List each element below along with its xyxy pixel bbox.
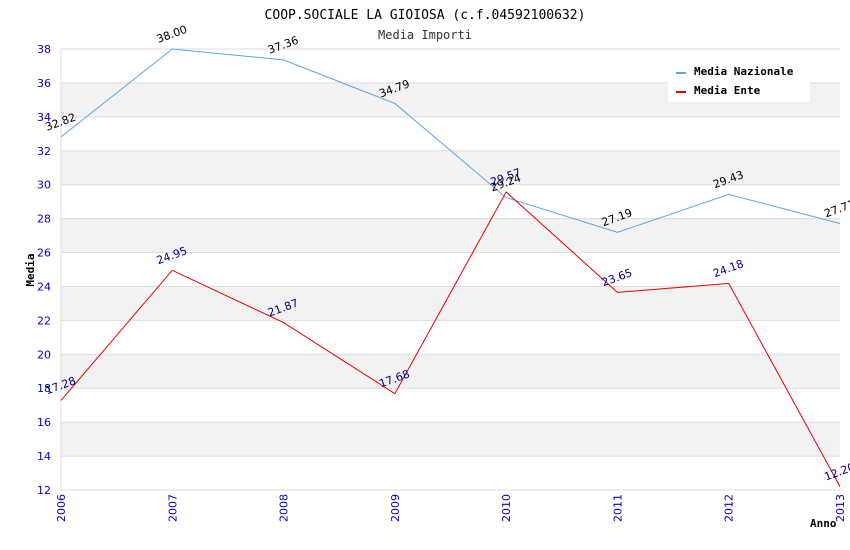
x-axis-label: Anno [810, 517, 837, 530]
grid-band [61, 422, 840, 457]
x-tick-label: 2007 [166, 494, 179, 522]
y-tick-label: 12 [37, 484, 51, 497]
series-line-media-nazionale [60, 48, 841, 233]
y-tick-label: 36 [37, 77, 51, 90]
y-axis-label: Media [24, 253, 37, 286]
grid-band [61, 320, 840, 355]
grid-band [61, 116, 840, 151]
x-tick-label: 2009 [389, 494, 402, 522]
chart-subtitle: Media Importi [378, 28, 472, 42]
y-tick-label: 16 [37, 416, 51, 429]
grid-band [61, 456, 840, 490]
y-tick-label: 34 [37, 111, 51, 124]
legend: Media Nazionale Media Ente [668, 60, 810, 102]
y-tick-label: 28 [37, 213, 51, 226]
y-tick-label: 22 [37, 314, 51, 327]
y-tick-label: 24 [37, 280, 51, 293]
x-tick-label: 2008 [278, 494, 291, 522]
y-tick-label: 14 [37, 450, 51, 463]
y-tick-label: 32 [37, 145, 51, 158]
y-tick-label: 30 [37, 179, 51, 192]
y-tick-label: 20 [37, 348, 51, 361]
series-line-media-ente [60, 191, 841, 487]
grid-band [61, 150, 840, 185]
y-tick-label: 38 [37, 43, 51, 56]
y-tick-labels: 12 14 16 18 20 22 24 26 28 30 32 34 36 38 [37, 43, 51, 497]
grid-band [61, 252, 840, 287]
y-tick-label: 26 [37, 247, 51, 260]
grid-band [61, 184, 840, 219]
x-tick-label: 2013 [834, 494, 847, 522]
x-tick-label: 2011 [611, 494, 624, 522]
x-tick-label: 2010 [500, 494, 513, 522]
grid-band [61, 218, 840, 253]
legend-box [668, 60, 810, 102]
chart-title: COOP.SOCIALE LA GIOIOSA (c.f.04592100632… [265, 8, 586, 23]
legend-label-media-nazionale: Media Nazionale [694, 65, 794, 78]
legend-label-media-ente: Media Ente [694, 84, 761, 97]
x-tick-label: 2012 [723, 494, 736, 522]
grid-band [61, 286, 840, 321]
grid-band [61, 388, 840, 423]
x-tick-labels: 2006 2007 2008 2009 2010 2011 2012 2013 [55, 494, 847, 522]
data-label: 38.00 [155, 23, 189, 46]
y-tick-label: 18 [37, 382, 51, 395]
series-lines [60, 48, 841, 487]
x-tick-label: 2006 [55, 494, 68, 522]
grid-band [61, 354, 840, 389]
